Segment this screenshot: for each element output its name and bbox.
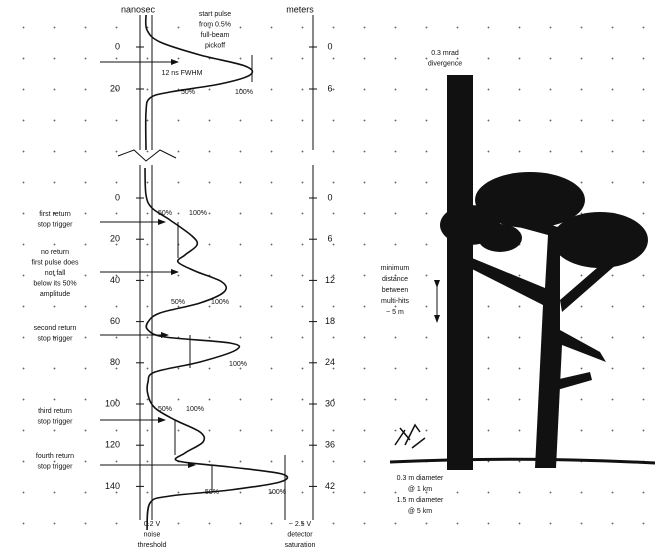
label: 100%: [189, 210, 207, 217]
return-waveform: [145, 168, 287, 530]
label: third return: [38, 408, 72, 415]
ground: [390, 459, 655, 463]
bush: [395, 425, 425, 448]
label: stop trigger: [37, 221, 73, 228]
label: 30: [325, 398, 335, 408]
label: @ 5 km: [408, 508, 432, 515]
label: between: [382, 287, 409, 294]
label: distance: [382, 276, 408, 283]
diagram: nanosecmeters020020406080100120140060612…: [0, 0, 666, 550]
label: 0.3 m diameter: [397, 475, 444, 482]
label: fourth return: [36, 453, 74, 460]
label: not fall: [45, 270, 66, 277]
label: 120: [105, 440, 120, 450]
label: 50%: [171, 299, 185, 306]
canopy: [478, 224, 522, 252]
label: @ 1 km: [408, 486, 432, 493]
label: 0: [327, 41, 332, 51]
label: 100%: [186, 406, 204, 413]
label: amplitude: [40, 291, 70, 298]
label: 0: [327, 192, 332, 202]
label: 50%: [205, 489, 219, 496]
label: 1.5 m diameter: [397, 497, 444, 504]
axis-break: [118, 150, 176, 161]
label: 0: [115, 192, 120, 202]
label: 80: [110, 357, 120, 367]
label: stop trigger: [37, 335, 73, 342]
label: 24: [325, 357, 335, 367]
label: detector: [287, 531, 313, 538]
label: pickoff: [205, 42, 225, 49]
label: 0: [115, 41, 120, 51]
label: second return: [34, 325, 77, 332]
label: 100%: [235, 89, 253, 96]
label: 6: [327, 234, 332, 244]
label: 100: [105, 398, 120, 408]
label: meters: [286, 4, 314, 14]
label: from 0.5%: [199, 21, 231, 28]
label: noise: [144, 531, 161, 538]
label: 100%: [229, 361, 247, 368]
tree-illustration: [390, 75, 655, 470]
label: stop trigger: [37, 418, 73, 425]
start-waveform: [146, 15, 253, 150]
label: ~ 5 m: [386, 309, 404, 316]
label: 12 ns FWHM: [162, 70, 203, 77]
label: threshold: [138, 542, 167, 549]
label: 100%: [268, 489, 286, 496]
label: nanosec: [121, 4, 156, 14]
label: 36: [325, 440, 335, 450]
label: 20: [110, 234, 120, 244]
label: 140: [105, 481, 120, 491]
label: 40: [110, 275, 120, 285]
label: 60: [110, 316, 120, 326]
label: no return: [41, 249, 69, 256]
label: 50%: [158, 210, 172, 217]
label: minimum: [381, 265, 410, 272]
label: 42: [325, 481, 335, 491]
label: 50%: [158, 406, 172, 413]
label: below its 50%: [33, 280, 76, 287]
label: first pulse does: [31, 259, 79, 266]
laser-beam: [447, 75, 473, 470]
label: 50%: [181, 89, 195, 96]
label: 0.3 mrad: [431, 50, 459, 57]
label: 6: [327, 83, 332, 93]
label: 18: [325, 316, 335, 326]
label: 100%: [211, 299, 229, 306]
label: 12: [325, 275, 335, 285]
canopy: [552, 212, 648, 268]
page: nanosecmeters020020406080100120140060612…: [0, 0, 666, 550]
label: multi-hits: [381, 298, 410, 305]
label: stop trigger: [37, 463, 73, 470]
label: saturation: [285, 542, 316, 549]
label: ~ 2.5 V: [289, 521, 312, 528]
label: start pulse: [199, 11, 231, 18]
label: full-beam: [201, 32, 230, 39]
label: first return: [39, 211, 71, 218]
label: divergence: [428, 60, 462, 67]
label: 20: [110, 83, 120, 93]
label: 0.2 V: [144, 521, 161, 528]
